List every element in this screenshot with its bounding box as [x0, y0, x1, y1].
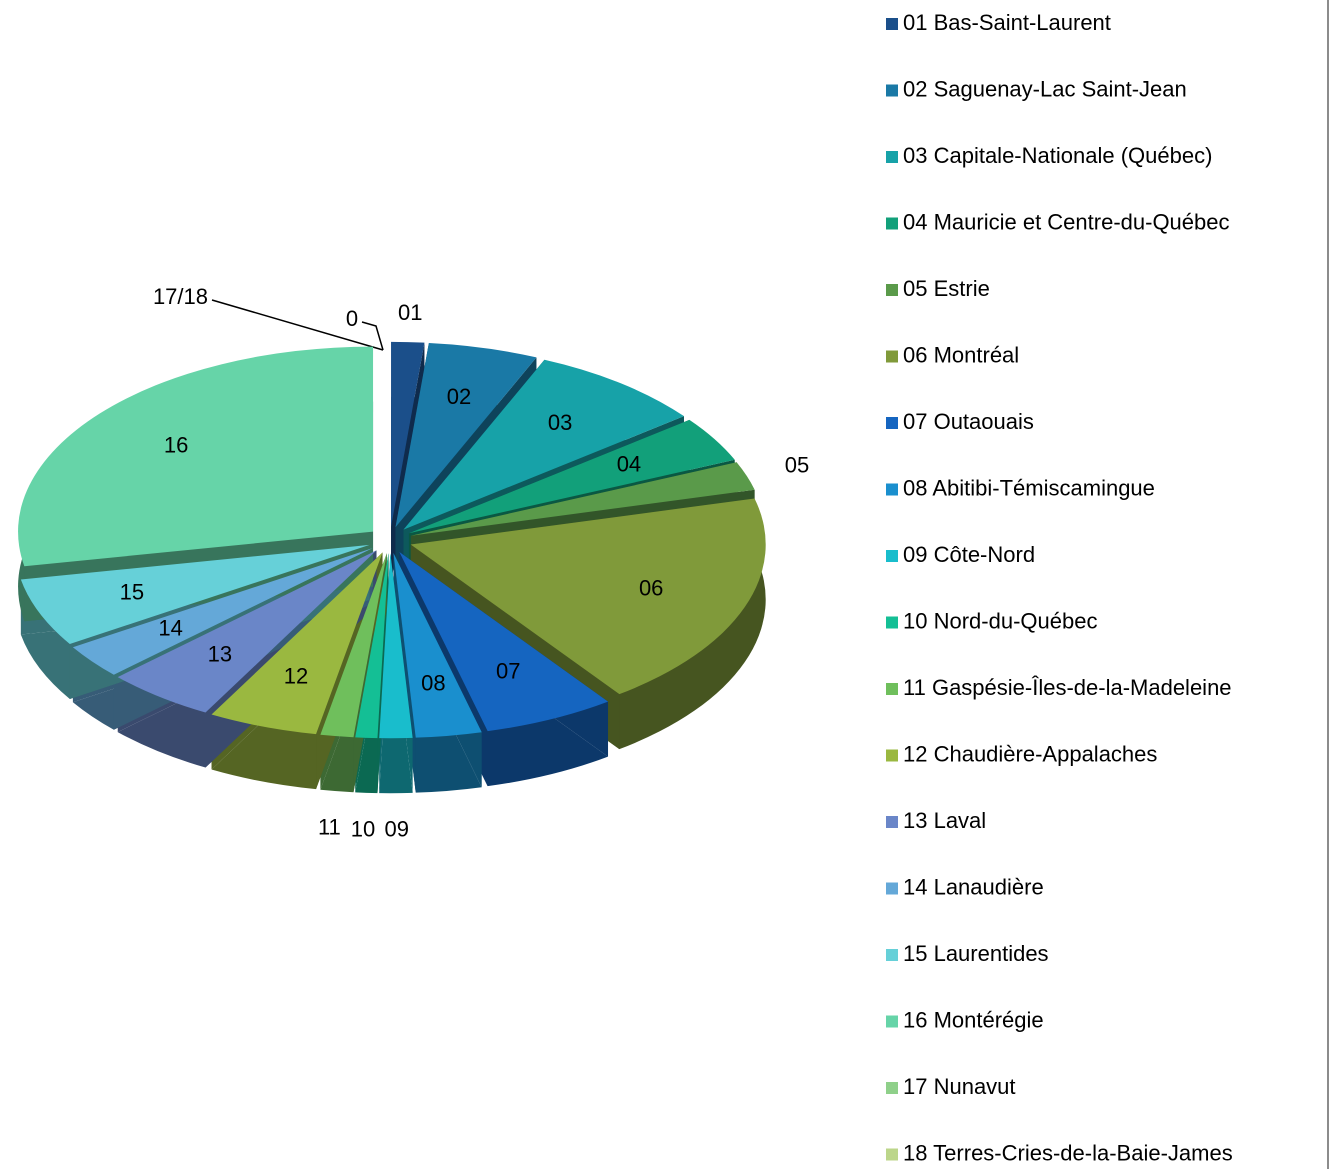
- legend-swatch: [886, 1082, 898, 1094]
- slice: [20, 544, 370, 644]
- legend-swatch: [886, 151, 898, 163]
- legend-label: 18 Terres-Cries-de-la-Baie-James: [903, 1140, 1233, 1165]
- legend-label: 15 Laurentides: [903, 941, 1049, 966]
- legend-label: 07 Outaouais: [903, 409, 1034, 434]
- slice: [399, 551, 609, 732]
- legend-label: 05 Estrie: [903, 276, 990, 301]
- slice-label: 13: [208, 641, 232, 666]
- slice: [391, 341, 425, 527]
- legend-swatch: [886, 1148, 898, 1161]
- legend-label: 10 Nord-du-Québec: [903, 608, 1097, 633]
- annotation: 0: [346, 306, 358, 331]
- legend-label: 08 Abitibi-Témiscamingue: [903, 475, 1155, 500]
- leader-line: [211, 299, 384, 351]
- slice-label: 10: [351, 816, 375, 841]
- legend-swatch: [886, 816, 898, 828]
- slice: [355, 553, 389, 739]
- slice: [403, 359, 684, 530]
- slice-edge: [24, 346, 374, 622]
- leader-line: [361, 321, 384, 351]
- slice-label: 02: [447, 384, 471, 409]
- legend-label: 06 Montréal: [903, 342, 1019, 367]
- slice: [72, 548, 373, 675]
- slice: [320, 553, 387, 738]
- slice-label: 05: [785, 453, 809, 478]
- legend-swatch: [886, 1015, 898, 1028]
- slice-label: 03: [548, 410, 572, 435]
- legend-label: 14 Lanaudière: [903, 874, 1044, 899]
- legend-swatch: [886, 350, 898, 363]
- legend-swatch: [886, 483, 898, 496]
- legend-label: 01 Bas-Saint-Laurent: [903, 10, 1111, 35]
- slice: [393, 553, 482, 738]
- legend-label: 04 Mauricie et Centre-du-Québec: [903, 209, 1230, 234]
- legend-label: 11 Gaspésie-Îles-de-la-Madeleine: [903, 675, 1232, 700]
- slice-label: 14: [158, 616, 182, 641]
- legend-swatch: [886, 616, 898, 629]
- legend-swatch: [886, 949, 898, 961]
- legend-swatch: [886, 284, 898, 296]
- legend-swatch: [886, 18, 898, 30]
- slice-label: 08: [421, 670, 445, 695]
- legend-swatch: [886, 84, 898, 97]
- slice: [410, 462, 755, 536]
- slice: [379, 553, 413, 739]
- legend-label: 13 Laval: [903, 808, 986, 833]
- slice-label: 01: [398, 300, 422, 325]
- legend-swatch: [886, 550, 898, 562]
- slice: [117, 550, 377, 713]
- slice-label: 07: [496, 658, 520, 683]
- slice: [408, 419, 735, 534]
- slice: [18, 346, 374, 567]
- slice-label: 04: [617, 451, 641, 476]
- annotation: 17/18: [153, 284, 208, 309]
- legend-label: 09 Côte-Nord: [903, 542, 1035, 567]
- slice-label: 06: [639, 575, 663, 600]
- slice: [211, 552, 383, 735]
- legend-label: 17 Nunavut: [903, 1074, 1016, 1099]
- slice-label: 11: [318, 815, 341, 840]
- legend-label: 02 Saguenay-Lac Saint-Jean: [903, 76, 1187, 101]
- slice-label: 16: [164, 432, 188, 457]
- slice-label: 15: [120, 580, 144, 605]
- slice: [395, 343, 537, 528]
- legend-swatch: [886, 749, 898, 762]
- legend-swatch: [886, 417, 898, 429]
- legend-label: 03 Capitale-Nationale (Québec): [903, 143, 1212, 168]
- legend-label: 16 Montérégie: [903, 1007, 1044, 1032]
- slice: [410, 498, 766, 695]
- legend-swatch: [886, 217, 898, 230]
- legend-swatch: [886, 882, 898, 895]
- legend-label: 12 Chaudière-Appalaches: [903, 741, 1157, 766]
- slice-label: 12: [284, 664, 308, 689]
- legend-swatch: [886, 683, 898, 695]
- slice-label: 09: [385, 817, 409, 842]
